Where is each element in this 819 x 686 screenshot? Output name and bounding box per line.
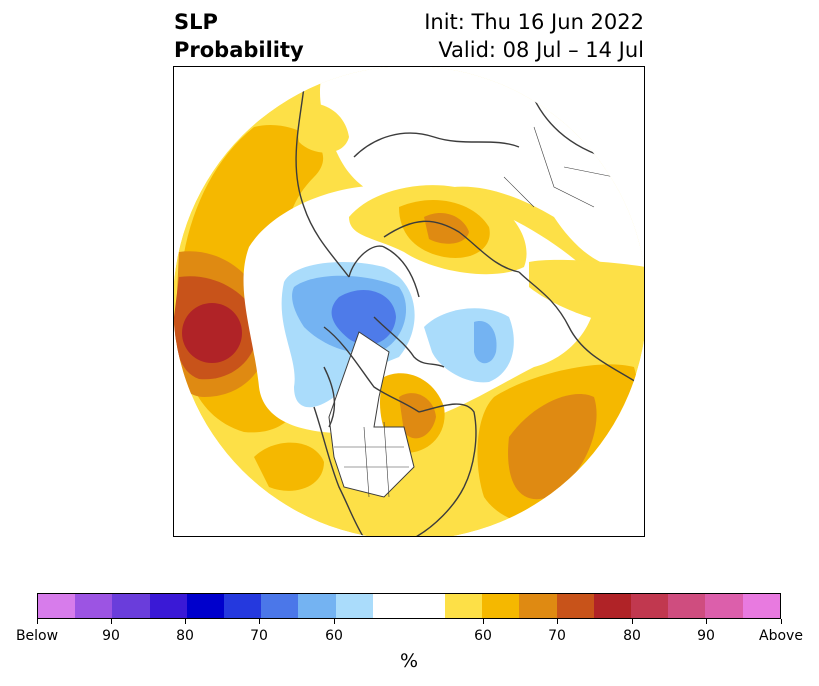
colorbar-segment <box>372 594 446 618</box>
colorbar-unit: % <box>399 650 419 672</box>
colorbar-tick-label: 90 <box>697 628 715 644</box>
title-line-1: SLP <box>174 10 218 34</box>
colorbar-segment <box>335 594 373 618</box>
colorbar-tick <box>632 619 633 624</box>
colorbar-tick <box>557 619 558 624</box>
colorbar-segment <box>519 594 557 618</box>
colorbar-tick-label: 60 <box>325 628 343 644</box>
colorbar-segment <box>112 594 150 618</box>
shade-lightblue-east <box>474 321 497 364</box>
colorbar-tick-label: 80 <box>623 628 641 644</box>
shade-paleblue-east <box>424 308 514 383</box>
probability-map <box>173 66 645 537</box>
shade-blue-atlantic <box>331 289 396 345</box>
colorbar-tick-label: 70 <box>250 628 268 644</box>
colorbar-segment <box>186 594 224 618</box>
colorbar <box>37 593 781 619</box>
colorbar-tick <box>37 619 38 624</box>
colorbar-segment <box>38 594 76 618</box>
colorbar-tick <box>185 619 186 624</box>
shade-orange-scandinavia <box>424 212 469 244</box>
coastlines <box>295 86 644 536</box>
shade-gold-southwest <box>254 442 324 491</box>
colorbar-segment <box>261 594 299 618</box>
colorbar-tick <box>483 619 484 624</box>
land-north-america <box>328 331 415 498</box>
colorbar-tick-label: 90 <box>102 628 120 644</box>
colorbar-segment <box>556 594 594 618</box>
colorbar-tick-label: 60 <box>474 628 492 644</box>
colorbar-tick <box>111 619 112 624</box>
colorbar-segment <box>631 594 669 618</box>
colorbar-tick <box>781 619 782 624</box>
borders <box>334 126 615 498</box>
forecast-dates: Init: Thu 16 Jun 2022 Valid: 08 Jul – 14… <box>424 8 644 64</box>
title-line-2: Probability <box>174 38 304 62</box>
map-canvas <box>174 67 644 536</box>
colorbar-tick-label: 70 <box>548 628 566 644</box>
shade-red-west <box>182 303 242 363</box>
shade-yellow-top <box>294 103 349 153</box>
colorbar-segment <box>298 594 336 618</box>
colorbar-tick-label: Below <box>15 628 59 644</box>
colorbar-tick <box>706 619 707 624</box>
colorbar-tick-label: 80 <box>176 628 194 644</box>
colorbar-segment <box>593 594 632 618</box>
init-date: Init: Thu 16 Jun 2022 <box>424 10 644 34</box>
colorbar-segment <box>445 594 483 618</box>
colorbar-segment <box>705 594 743 618</box>
chart-title: SLP Probability <box>174 8 304 64</box>
colorbar-tick-label: Above <box>759 628 803 644</box>
colorbar-segment <box>149 594 187 618</box>
colorbar-segment <box>223 594 262 618</box>
valid-range: Valid: 08 Jul – 14 Jul <box>438 38 644 62</box>
shade-orange-southeast <box>508 393 597 500</box>
shade-yellow-northeast <box>529 259 644 327</box>
colorbar-tick <box>259 619 260 624</box>
colorbar-segment <box>742 594 780 618</box>
colorbar-tick <box>334 619 335 624</box>
shade-orange-namerica <box>399 393 436 439</box>
colorbar-segment <box>482 594 520 618</box>
colorbar-segment <box>668 594 706 618</box>
colorbar-segment <box>75 594 113 618</box>
